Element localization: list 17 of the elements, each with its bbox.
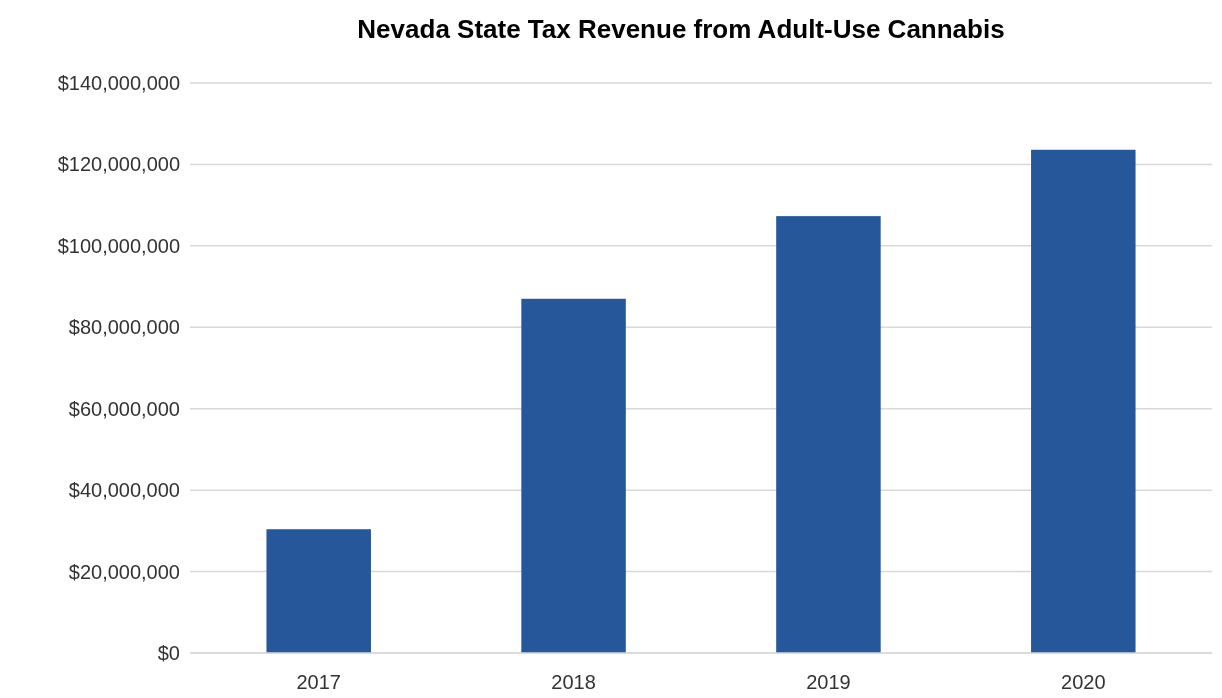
x-tick-label: 2020 [1061, 671, 1106, 693]
chart-title: Nevada State Tax Revenue from Adult-Use Cannabis [357, 14, 1005, 44]
x-tick-label: 2019 [806, 671, 851, 693]
bar [1031, 149, 1136, 653]
y-tick-label: $0 [157, 642, 180, 664]
x-tick-label: 2017 [296, 671, 341, 693]
bar [776, 216, 881, 653]
bar [266, 529, 371, 653]
y-tick-label: $100,000,000 [57, 234, 180, 257]
y-tick-label: $60,000,000 [68, 397, 180, 420]
bar [521, 298, 626, 653]
y-tick-label: $40,000,000 [68, 479, 180, 502]
y-tick-label: $140,000,000 [57, 72, 180, 94]
y-tick-label: $80,000,000 [68, 316, 180, 339]
y-tick-label: $120,000,000 [57, 153, 180, 176]
y-tick-label: $20,000,000 [68, 560, 180, 583]
x-tick-label: 2018 [551, 671, 596, 693]
